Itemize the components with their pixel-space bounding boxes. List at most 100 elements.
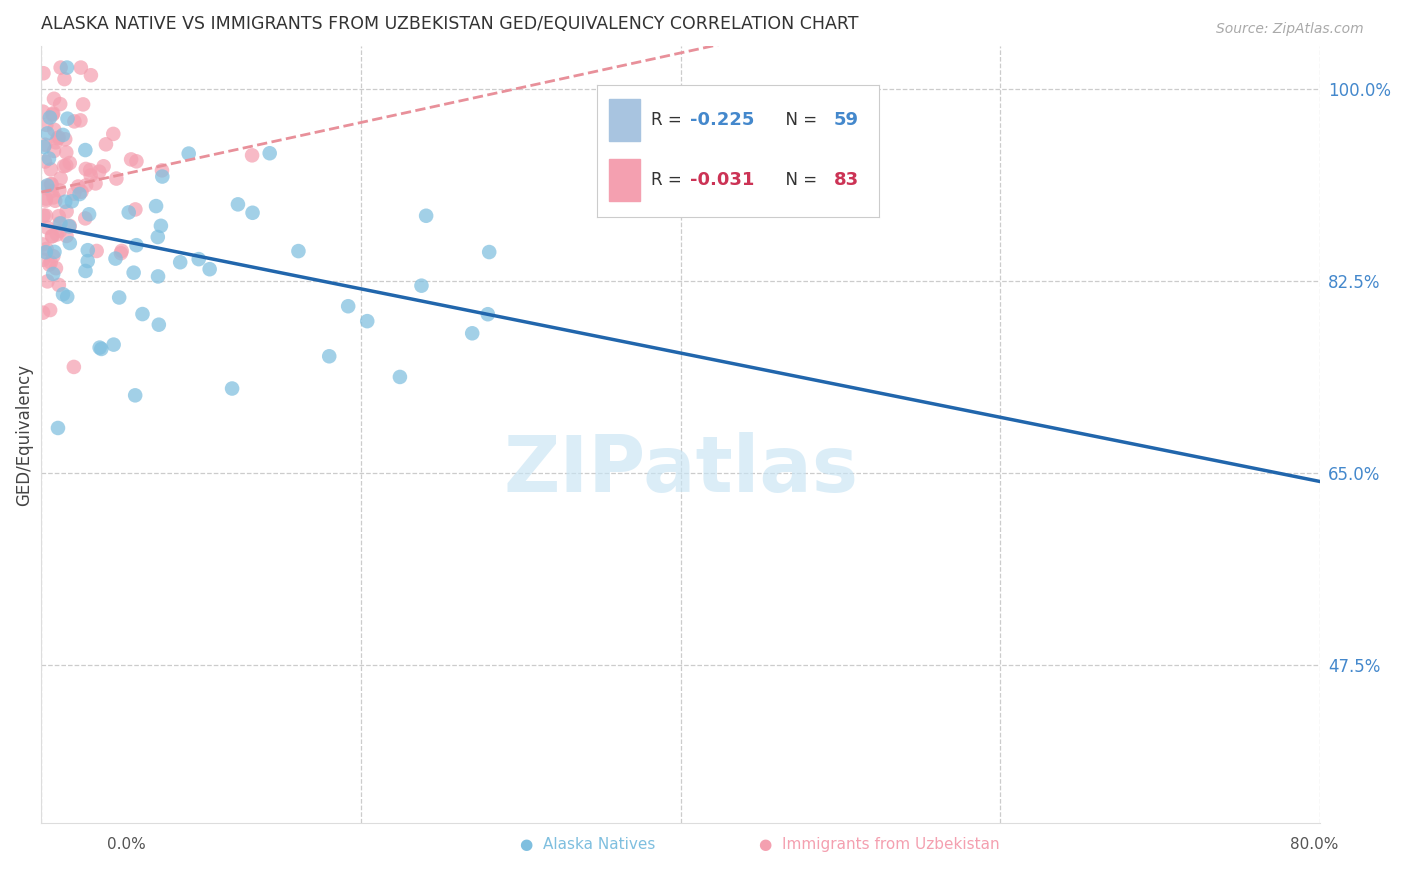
Point	[48, 130, 70, 145]
Point	[58, 219, 80, 234]
Point	[41, 229, 63, 244]
Point	[45, 136, 67, 150]
Point	[42, 92, 65, 106]
Point	[32, 306, 55, 320]
Point	[388, 370, 411, 384]
Point	[124, 202, 146, 217]
Point	[52, 159, 75, 173]
Point	[49, 216, 72, 230]
Point	[59, 236, 82, 251]
Point	[111, 244, 134, 258]
Point	[31, 237, 53, 252]
Point	[259, 146, 281, 161]
Point	[32, 209, 55, 223]
Point	[42, 267, 65, 281]
Point	[177, 146, 200, 161]
Point	[35, 209, 58, 223]
Point	[145, 199, 167, 213]
Point	[150, 163, 173, 178]
Point	[77, 207, 100, 221]
Point	[63, 114, 86, 128]
Point	[32, 140, 55, 154]
Point	[32, 66, 55, 80]
Point	[67, 179, 90, 194]
Point	[356, 314, 378, 328]
Point	[53, 72, 76, 87]
Point	[35, 194, 58, 208]
Point	[48, 209, 70, 223]
Point	[80, 68, 103, 82]
Point	[42, 190, 65, 204]
Point	[125, 238, 148, 252]
Point	[110, 246, 132, 260]
Point	[39, 162, 62, 177]
Point	[37, 127, 59, 141]
Point	[48, 184, 70, 198]
Point	[75, 264, 97, 278]
Point	[53, 132, 76, 146]
Point	[148, 318, 170, 332]
Point	[56, 112, 79, 126]
Point	[52, 287, 75, 301]
Point	[221, 382, 243, 396]
Point	[79, 163, 101, 178]
Point	[52, 128, 75, 142]
Point	[70, 61, 93, 75]
Point	[37, 178, 59, 193]
Point	[318, 349, 340, 363]
Point	[242, 206, 264, 220]
Point	[42, 249, 65, 263]
Point	[48, 277, 70, 292]
Point	[42, 144, 65, 158]
Point	[49, 224, 72, 238]
Point	[124, 388, 146, 402]
Point	[44, 244, 66, 259]
Point	[49, 61, 72, 75]
Point	[75, 143, 97, 157]
Point	[146, 269, 169, 284]
Point	[75, 161, 97, 176]
Point	[39, 303, 62, 318]
Text: 80.0%: 80.0%	[1291, 838, 1339, 852]
Point	[93, 159, 115, 173]
Text: ●  Alaska Natives: ● Alaska Natives	[520, 838, 655, 852]
Point	[32, 252, 55, 267]
Point	[38, 258, 60, 272]
Point	[39, 177, 62, 191]
Text: ZIPatlas: ZIPatlas	[503, 432, 858, 508]
Text: Source: ZipAtlas.com: Source: ZipAtlas.com	[1216, 22, 1364, 37]
Point	[478, 245, 501, 260]
Point	[49, 171, 72, 186]
Point	[41, 184, 63, 198]
Point	[39, 111, 62, 125]
Point	[89, 341, 111, 355]
Point	[38, 152, 60, 166]
Point	[240, 148, 263, 162]
Point	[287, 244, 309, 258]
Point	[49, 97, 72, 112]
Text: ALASKA NATIVE VS IMMIGRANTS FROM UZBEKISTAN GED/EQUIVALENCY CORRELATION CHART: ALASKA NATIVE VS IMMIGRANTS FROM UZBEKIS…	[41, 15, 859, 33]
Point	[103, 337, 125, 351]
Point	[42, 106, 65, 120]
Point	[69, 187, 91, 202]
Point	[55, 145, 77, 160]
Point	[149, 219, 172, 233]
Point	[122, 266, 145, 280]
Point	[45, 227, 67, 242]
Point	[103, 127, 125, 141]
Point	[41, 108, 63, 122]
Point	[37, 220, 59, 235]
Point	[86, 244, 108, 258]
Point	[34, 154, 56, 169]
Point	[48, 216, 70, 230]
Point	[90, 342, 112, 356]
Point	[35, 245, 58, 260]
Point	[53, 194, 76, 209]
Text: ●  Immigrants from Uzbekistan: ● Immigrants from Uzbekistan	[759, 838, 1000, 852]
Point	[118, 205, 141, 219]
Point	[45, 261, 67, 276]
Point	[59, 156, 82, 170]
Point	[120, 153, 142, 167]
Point	[187, 252, 209, 267]
Point	[32, 180, 55, 194]
